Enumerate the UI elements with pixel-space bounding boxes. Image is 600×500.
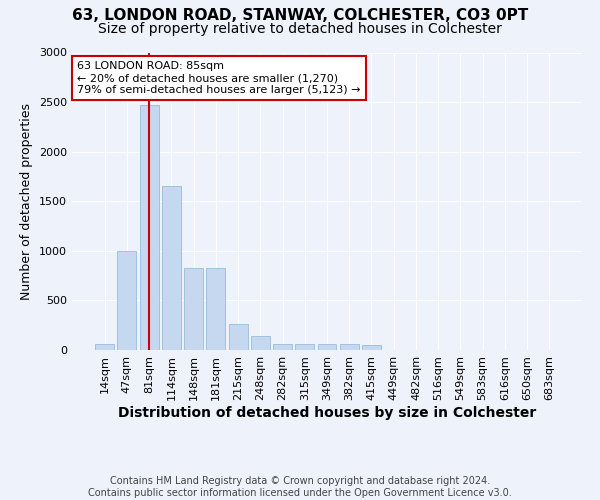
Bar [295,344,314,350]
Bar [162,186,181,350]
Text: 63 LONDON ROAD: 85sqm
← 20% of detached houses are smaller (1,270)
79% of semi-d: 63 LONDON ROAD: 85sqm ← 20% of detached … [77,62,361,94]
Text: Contains HM Land Registry data © Crown copyright and database right 2024.
Contai: Contains HM Land Registry data © Crown c… [88,476,512,498]
Bar [184,268,203,350]
Bar [362,344,381,350]
Text: 63, LONDON ROAD, STANWAY, COLCHESTER, CO3 0PT: 63, LONDON ROAD, STANWAY, COLCHESTER, CO… [72,8,528,22]
Bar [273,344,292,350]
Bar [340,344,359,350]
Bar [206,268,225,350]
Y-axis label: Number of detached properties: Number of detached properties [20,103,34,300]
X-axis label: Distribution of detached houses by size in Colchester: Distribution of detached houses by size … [118,406,536,419]
Bar [229,324,248,350]
Bar [140,105,158,350]
Bar [118,251,136,350]
Bar [251,336,270,350]
Text: Size of property relative to detached houses in Colchester: Size of property relative to detached ho… [98,22,502,36]
Bar [317,344,337,350]
Bar [95,344,114,350]
